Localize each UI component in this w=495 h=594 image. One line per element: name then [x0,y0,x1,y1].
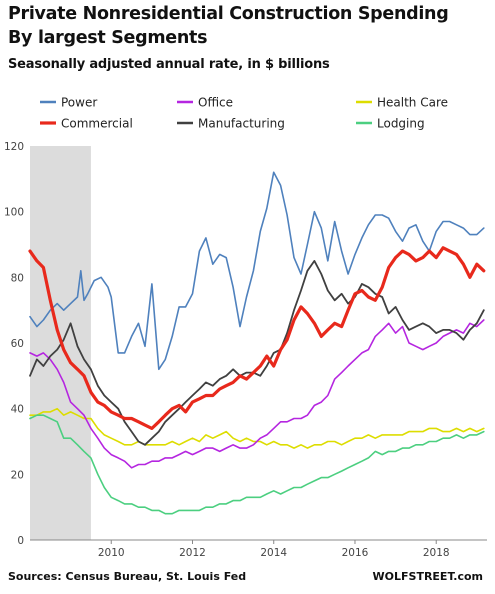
legend-label-health-care: Health Care [377,96,448,110]
legend-label-manufacturing: Manufacturing [198,117,285,131]
legend-label-commercial: Commercial [61,117,133,131]
x-tick-label: 2010 [98,547,125,559]
series-line-commercial [28,246,486,430]
chart-title-line-1: Private Nonresidential Construction Spen… [8,4,449,24]
y-tick-label: 100 [4,207,24,219]
brand-label: WOLFSTREET.com [372,570,483,583]
legend-label-office: Office [198,96,233,110]
chart-subtitle: Seasonally adjusted annual rate, in $ bi… [8,57,330,72]
legend-label-power: Power [61,96,97,110]
x-tick-label: 2018 [423,547,450,559]
y-tick-label: 80 [11,272,24,284]
y-tick-label: 0 [17,535,24,547]
series-line-office [29,319,485,469]
source-note: Sources: Census Bureau, St. Louis Fed [8,570,247,583]
y-tick-label: 120 [4,141,24,153]
series-line-manufacturing [29,260,485,446]
x-tick-label: 2014 [260,547,287,559]
series-line-lodging [29,414,485,515]
series-line-power [29,171,485,371]
x-tick-label: 2012 [179,547,206,559]
x-tick-label: 2016 [342,547,369,559]
legend-label-lodging: Lodging [377,117,425,131]
chart-title-line-2: By largest Segments [8,28,208,48]
y-tick-label: 20 [11,469,24,481]
y-tick-label: 60 [11,338,24,350]
y-tick-label: 40 [11,404,24,416]
